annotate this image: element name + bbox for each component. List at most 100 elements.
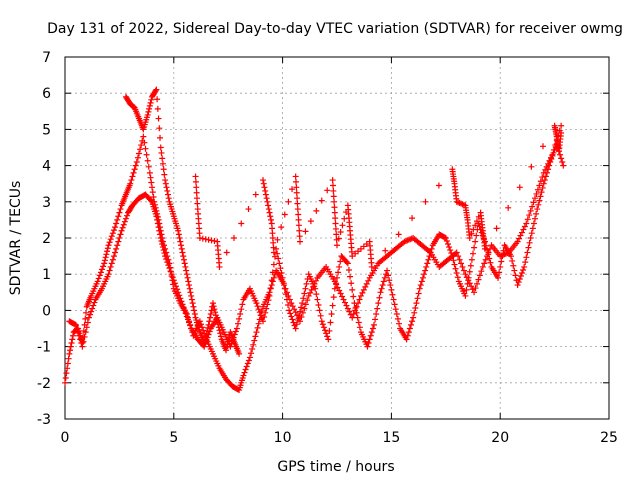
data-point-interp <box>186 319 193 326</box>
data-point-interp <box>527 207 534 214</box>
data-point-interp <box>282 291 289 298</box>
data-point-interp <box>353 309 360 316</box>
data-point-interp <box>376 294 383 301</box>
data-point <box>318 318 325 325</box>
data-point-interp <box>73 325 80 332</box>
data-point-interp <box>201 336 208 343</box>
data-point-interp <box>207 314 214 321</box>
data-point-interp <box>548 155 555 162</box>
data-point <box>246 354 253 361</box>
data-point-interp <box>374 305 381 312</box>
data-point-interp <box>278 224 285 231</box>
data-point <box>270 249 277 256</box>
data-point-interp <box>89 305 96 312</box>
data-point-interp <box>194 200 201 207</box>
data-point-interp <box>335 235 342 242</box>
data-point-interp <box>344 305 351 312</box>
data-point-interp <box>158 149 165 156</box>
data-point-interp <box>183 267 190 274</box>
data-point-interp <box>63 370 70 377</box>
data-point <box>133 158 140 165</box>
data-point-interp <box>156 227 163 234</box>
data-point-interp <box>190 303 197 310</box>
data-point-interp <box>167 268 174 275</box>
data-point-interp <box>113 220 120 227</box>
data-point-interp <box>303 280 310 287</box>
data-point-interp <box>546 162 553 169</box>
data-point <box>299 300 306 307</box>
data-point-interp <box>542 166 549 173</box>
data-point-interp <box>69 332 76 339</box>
data-point-interp <box>181 260 188 267</box>
data-point-interp <box>243 363 250 370</box>
data-point-interp <box>285 301 292 308</box>
data-point-interp <box>463 286 470 293</box>
data-point-interp <box>217 330 224 337</box>
data-point <box>462 292 469 299</box>
data-point-interp <box>318 197 325 204</box>
y-tick-label: -1 <box>37 340 51 356</box>
data-point-interp <box>267 285 274 292</box>
data-point-interp <box>395 231 402 238</box>
series-sdtvar-trace-c <box>122 86 243 357</box>
data-point-interp <box>166 265 173 272</box>
data-point-interp <box>191 311 198 318</box>
data-point-interp <box>521 223 528 230</box>
data-point-interp <box>262 191 269 198</box>
data-point-interp <box>134 154 141 161</box>
data-point <box>453 249 460 256</box>
data-point-interp <box>147 174 154 181</box>
y-tick-labels: -3 -2 -1 0 1 2 3 4 5 6 7 <box>37 50 51 428</box>
data-point-interp <box>473 232 480 239</box>
data-point-interp <box>288 313 295 320</box>
data-point-interp <box>160 247 167 254</box>
data-point-interp <box>182 310 189 317</box>
data-point-interp <box>154 220 161 227</box>
data-point-interp <box>387 282 394 289</box>
data-point-interp <box>162 180 169 187</box>
data-point-interp <box>154 96 161 103</box>
data-point-interp <box>471 244 478 251</box>
data-point-interp <box>269 269 276 276</box>
data-point-interp <box>261 184 268 191</box>
data-point-interp <box>441 234 448 241</box>
data-point-interp <box>526 212 533 219</box>
data-point-interp <box>386 277 393 284</box>
x-tick-label: 10 <box>274 430 292 446</box>
data-point-interp <box>302 301 309 308</box>
data-point <box>540 180 547 187</box>
data-point-interp <box>80 338 87 345</box>
data-point <box>72 321 79 328</box>
data-point-interp <box>252 191 259 198</box>
data-point-interp <box>287 310 294 317</box>
data-point-interp <box>124 212 131 219</box>
data-point-interp <box>518 269 525 276</box>
data-point-interp <box>486 255 493 262</box>
data-point-interp <box>88 308 95 315</box>
data-point-interp <box>520 226 527 233</box>
data-point-interp <box>301 305 308 312</box>
data-point-interp <box>532 215 539 222</box>
data-point-interp <box>161 171 168 178</box>
data-point-interp <box>106 239 113 246</box>
data-point-interp <box>456 256 463 263</box>
series-sdtvar-trace-b <box>66 140 567 350</box>
data-point <box>196 318 203 325</box>
data-point <box>223 347 230 354</box>
data-point-interp <box>339 293 346 300</box>
data-point-interp <box>516 276 523 283</box>
data-point-interp <box>239 301 246 308</box>
data-point-interp <box>497 263 504 270</box>
data-point-interp <box>172 283 179 290</box>
data-point-interp <box>388 286 395 293</box>
data-point <box>377 289 384 296</box>
data-point <box>179 249 186 256</box>
data-point-interp <box>149 184 156 191</box>
data-point-interp <box>121 218 128 225</box>
data-point-interp <box>393 311 400 318</box>
data-point-interp <box>116 235 123 241</box>
data-point-interp <box>407 321 414 328</box>
data-point <box>294 206 301 213</box>
data-point-interp <box>163 184 170 191</box>
data-point-interp <box>257 312 264 319</box>
